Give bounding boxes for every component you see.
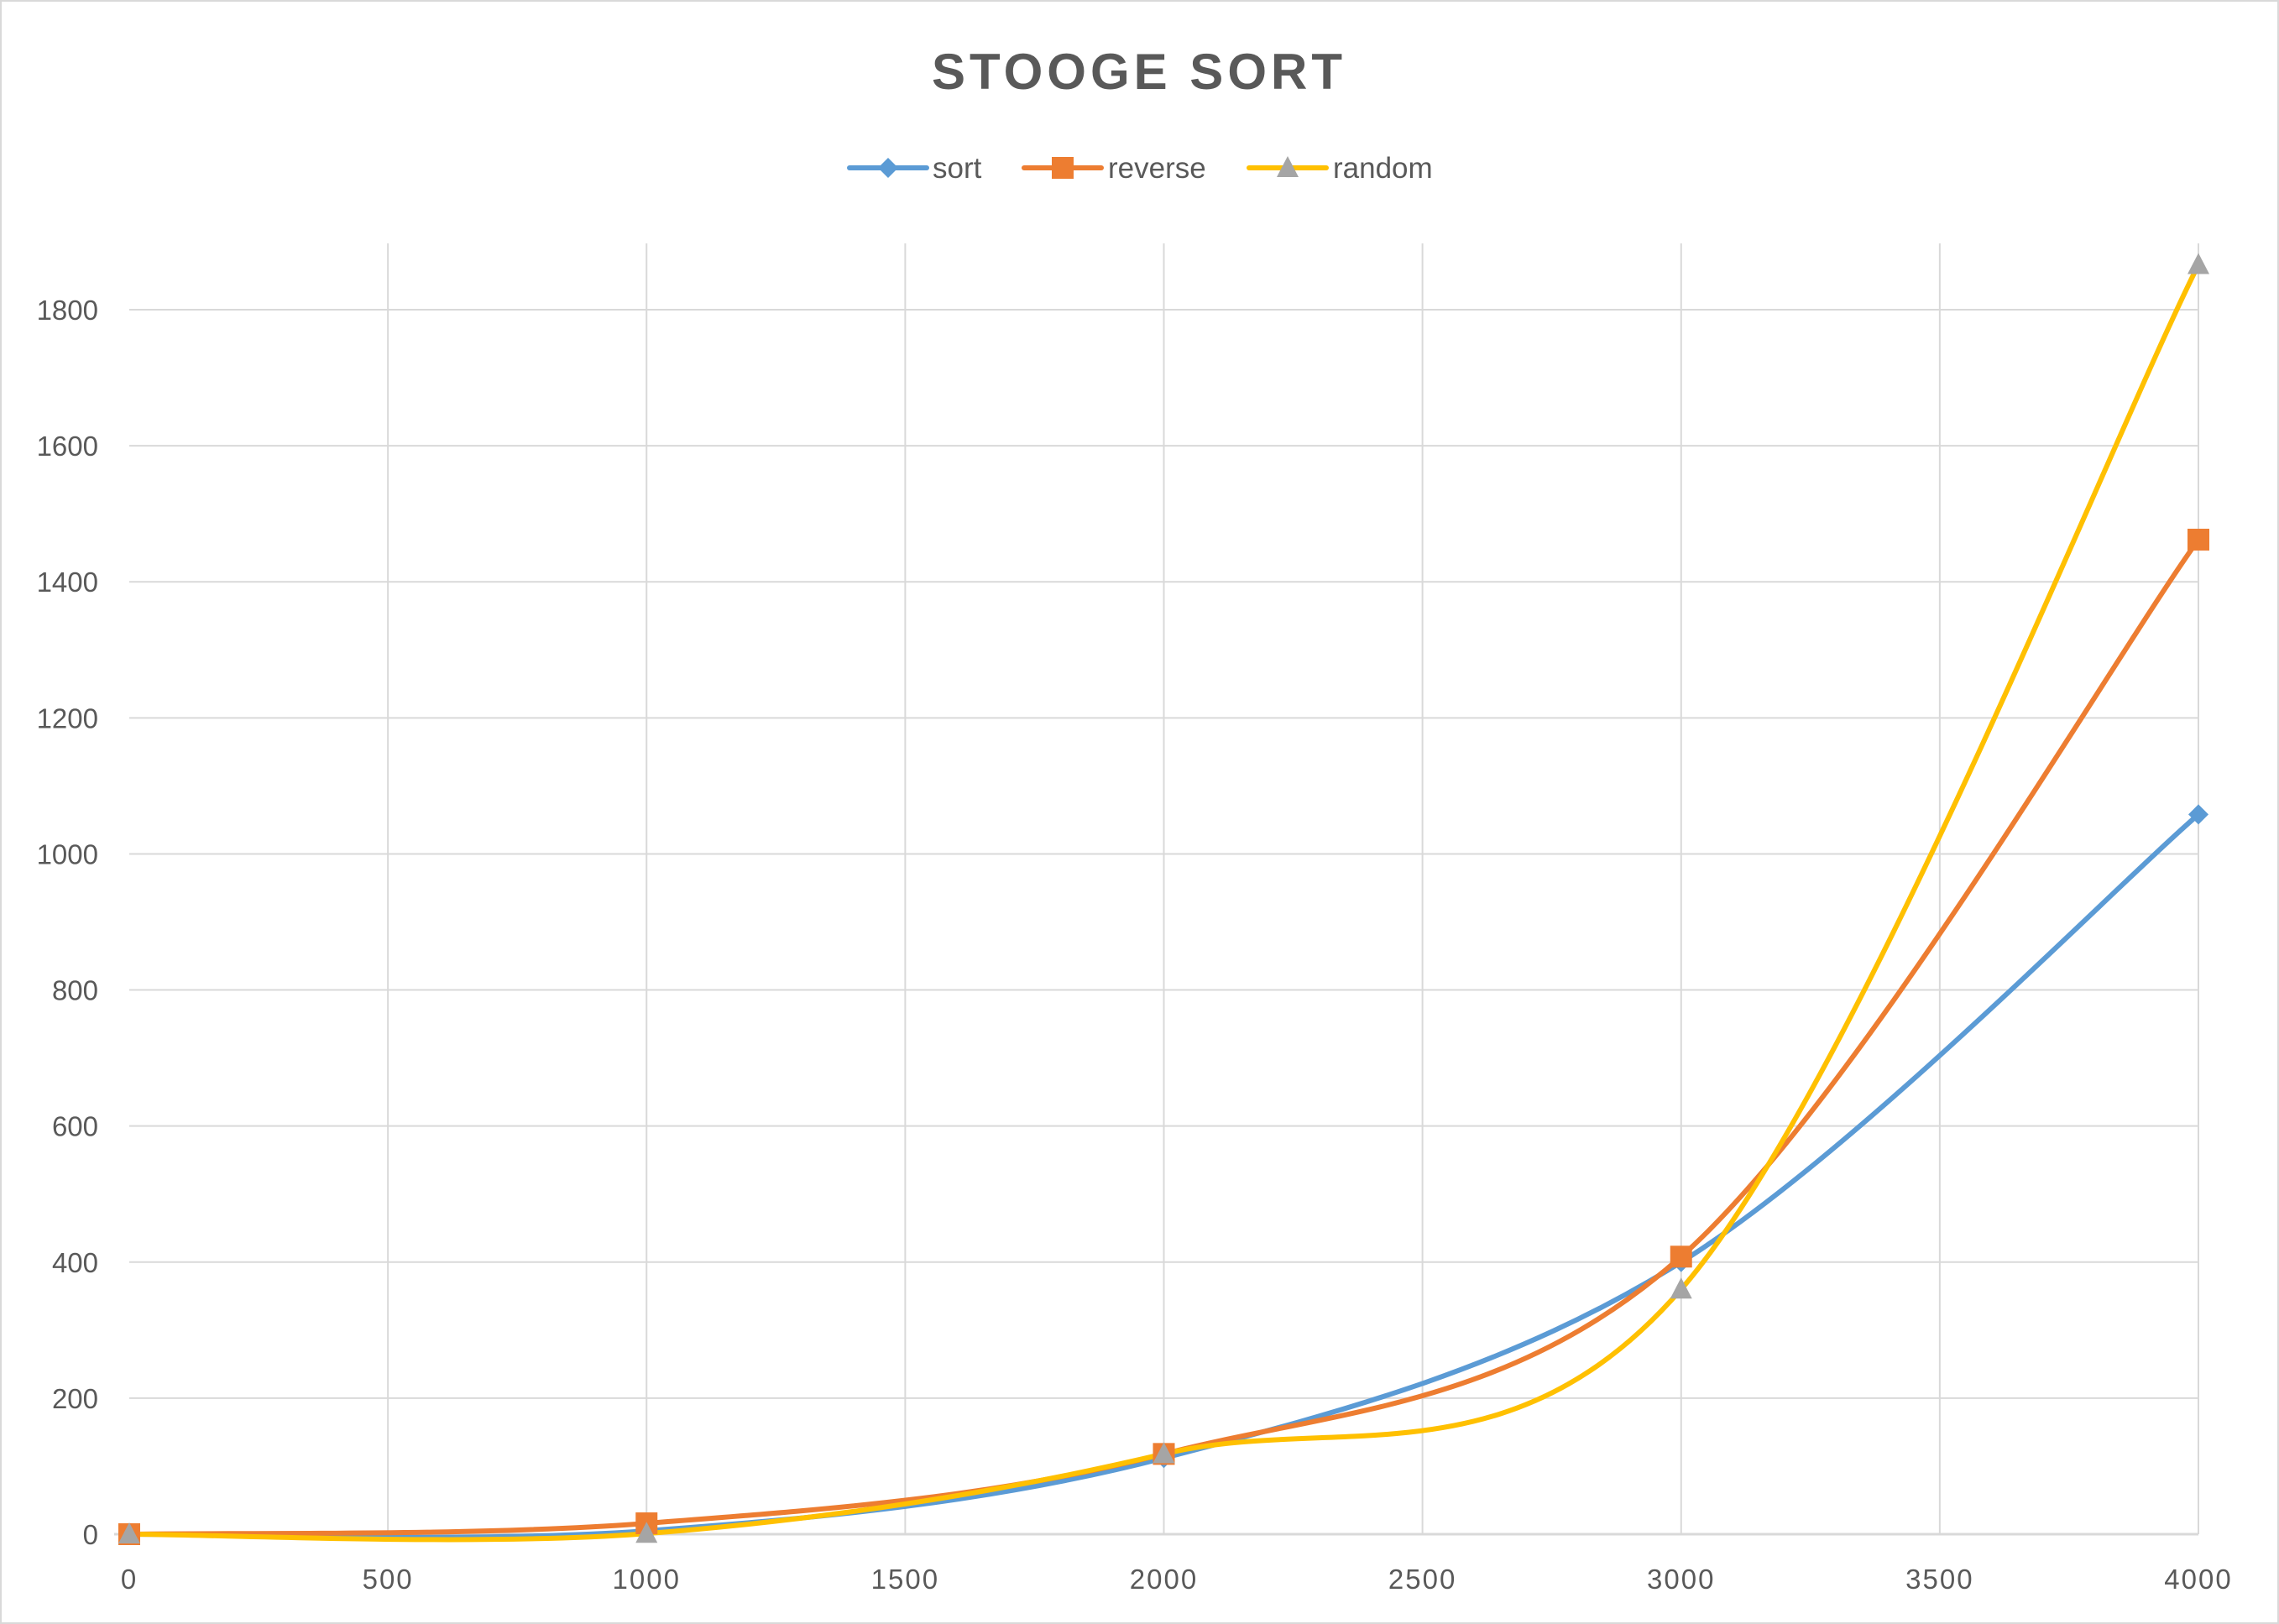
x-tick-label: 500 [363,1564,414,1595]
legend-label: sort [933,152,982,185]
y-tick-label: 1400 [37,567,98,598]
x-tick-label: 3000 [1647,1564,1715,1595]
legend-label: reverse [1108,152,1206,185]
gridlines [129,243,2199,1534]
chart-title: STOOGE SORT [932,44,1346,100]
data-point-random [1153,1442,1175,1464]
y-tick-label: 400 [52,1247,98,1278]
y-tick-label: 1600 [37,431,98,462]
x-tick-label: 1000 [613,1564,681,1595]
legend-item-sort: sort [847,152,982,185]
legend-marker [878,158,898,178]
y-tick-label: 1800 [37,295,98,326]
y-tick-label: 600 [52,1111,98,1142]
x-tick-label: 2500 [1388,1564,1456,1595]
data-point-sort [2188,804,2208,825]
x-tick-label: 1500 [871,1564,939,1595]
data-point-random [635,1522,658,1543]
legend-label: random [1333,152,1433,185]
x-tick-label: 3500 [1905,1564,1973,1595]
data-point-reverse [2188,528,2209,551]
x-tick-label: 0 [121,1564,138,1595]
x-tick-label: 4000 [2164,1564,2232,1595]
x-tick-label: 2000 [1130,1564,1198,1595]
series-markers [118,253,2209,1545]
legend-marker [1052,157,1074,179]
legend-item-reverse: reverse [1022,152,1206,185]
data-point-random [2188,253,2209,274]
y-tick-label: 200 [52,1383,98,1414]
data-point-random [118,1522,140,1543]
y-tick-label: 800 [52,975,98,1006]
legend-marker [1277,156,1299,177]
legend: sort reverse random [847,152,1433,185]
series-lines [127,262,2201,1543]
y-tick-label: 1200 [37,702,98,734]
tick-labels: 0 500 1000 1500 2000 2500 3000 3500 4000 0 200 400 6… [37,295,2232,1595]
y-tick-label: 0 [83,1519,98,1550]
series-line-reverse [127,536,2201,1537]
data-point-random [1670,1277,1692,1299]
data-point-reverse [1670,1245,1692,1268]
series-line-random [127,262,2201,1543]
y-tick-label: 1000 [37,838,98,869]
legend-item-random: random [1247,152,1433,185]
